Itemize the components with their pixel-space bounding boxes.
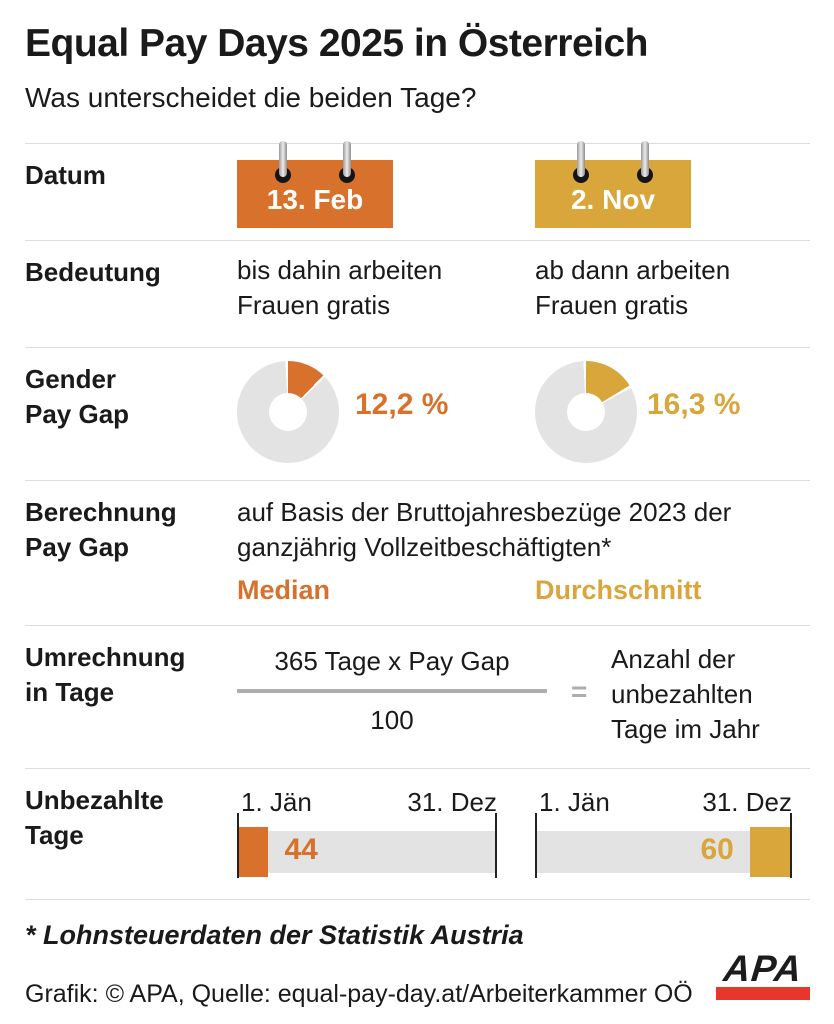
axis-label-dez: 31. Dez [702,787,792,817]
date-nov: 2. Nov [570,184,656,215]
row-gender-pay-gap: Gender Pay Gap 12,2 % 16,3 % [25,347,810,481]
row-label-datum: Datum [25,160,106,190]
row-label-bedeutung: Bedeutung [25,257,161,287]
days-value-median: 44 [284,833,318,866]
axis-label-dez: 31. Dez [407,787,497,817]
row-unbezahlte-tage: Unbezahlte Tage 1. Jän 31. Dez 44 1. Jän… [25,768,810,900]
axis-label-jan: 1. Jän [539,787,610,817]
donut-chart-median [237,361,339,463]
apa-logo-text: APA [721,948,805,989]
formula-numerator: 365 Tage x Pay Gap [274,646,510,676]
term-durchschnitt: Durchschnitt [535,575,702,605]
calendar-ring-icon [637,141,653,183]
footnote: * Lohnsteuerdaten der Statistik Austria [25,920,524,950]
donut-chart-average [535,361,637,463]
apa-logo-red-bar [716,987,810,1000]
calculation-basis-text: auf Basis der Bruttojahresbezüge 2023 de… [237,497,732,562]
meaning-feb: bis dahin arbeiten Frauen gratis [237,255,443,320]
calendar-icon-nov: 2. Nov [535,141,691,228]
row-bedeutung: Bedeutung bis dahin arbeiten Frauen grat… [25,240,810,348]
row-label-umrechnung: Umrechnung in Tage [25,642,186,707]
fraction-line [237,689,547,693]
pay-gap-value-average: 16,3 % [647,388,741,421]
row-label-gender-pay-gap: Gender Pay Gap [25,364,130,429]
equals-sign: = [571,676,588,707]
axis-tick [495,813,497,878]
axis-label-jan: 1. Jän [241,787,312,817]
days-value-average: 60 [700,833,734,866]
page-subtitle: Was unterscheidet die beiden Tage? [25,82,477,113]
calendar-icon-feb: 13. Feb [237,141,393,228]
page-title: Equal Pay Days 2025 in Österreich [25,22,649,65]
year-bar-track [239,831,495,873]
row-label-unbezahlte-tage: Unbezahlte Tage [25,785,164,850]
year-bar-track [537,831,790,873]
days-bar-median: 1. Jän 31. Dez 44 [237,769,497,899]
formula-result-text: Anzahl der unbezahlten Tage im Jahr [611,644,760,744]
row-umrechnung: Umrechnung in Tage 365 Tage x Pay Gap 10… [25,625,810,769]
source-credit: Grafik: © APA, Quelle: equal-pay-day.at/… [25,980,693,1008]
row-datum: Datum 13. Feb 2. Nov [25,141,810,241]
row-label-berechnung: Berechnung Pay Gap [25,497,177,562]
axis-tick [790,813,792,878]
days-bar-average: 1. Jän 31. Dez 60 [535,769,792,899]
calendar-ring-icon [339,141,355,183]
calendar-ring-icon [275,141,291,183]
meaning-nov: ab dann arbeiten Frauen gratis [535,255,731,320]
bar-average-fill [749,827,792,877]
axis-tick [535,813,537,878]
pay-gap-value-median: 12,2 % [355,388,449,421]
formula-fraction: 365 Tage x Pay Gap 100 [237,644,547,738]
row-berechnung: Berechnung Pay Gap auf Basis der Bruttoj… [25,480,810,626]
axis-tick [237,813,239,878]
formula-denominator: 100 [370,705,414,735]
calendar-ring-icon [573,141,589,183]
date-feb: 13. Feb [266,184,364,215]
bar-median-fill [237,827,269,877]
term-median: Median [237,575,331,605]
apa-logo: APA [716,948,810,1000]
